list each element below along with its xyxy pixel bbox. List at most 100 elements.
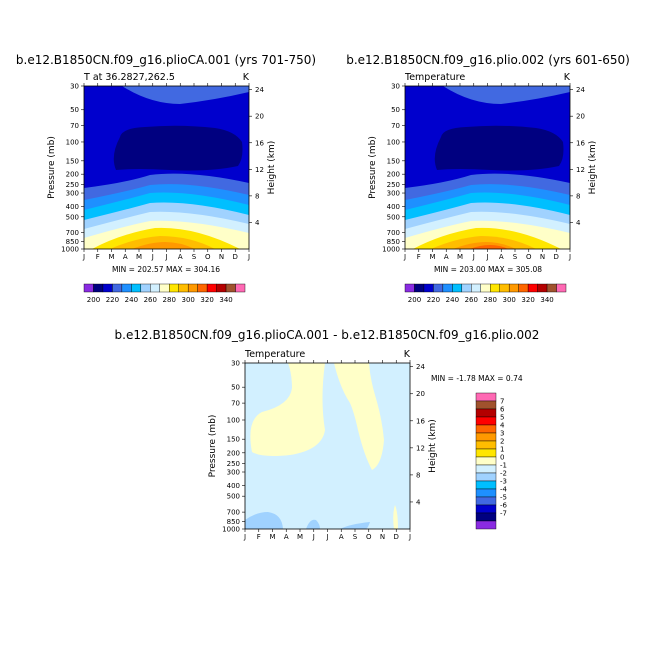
colorbar-swatch — [83, 283, 94, 293]
x-tick-label: J — [82, 253, 85, 261]
y-tick-label: 300 — [387, 190, 400, 198]
contour-band-neg1-to-neg2-a — [245, 512, 283, 529]
x-tick-label: D — [554, 253, 559, 261]
contour-band-300 — [132, 242, 195, 249]
colorbar-swatch — [475, 472, 497, 482]
y-right-tick-label: 16 — [576, 139, 585, 147]
colorbar-swatch — [475, 488, 497, 498]
colorbar-swatch — [527, 283, 538, 293]
colorbar-swatch — [480, 283, 491, 293]
contour-band-230-top — [443, 86, 570, 104]
y-tick-label: 700 — [227, 509, 240, 517]
x-tick-label: O — [366, 533, 372, 541]
colorbar-label: 300 — [502, 296, 515, 304]
panel-1-contour-field — [84, 86, 249, 249]
y-right-tick-label: 24 — [576, 86, 585, 94]
panel-3-units: K — [404, 349, 411, 360]
panel-1-subtitle-left: T at 36.2827,262.5 — [83, 72, 175, 83]
colorbar-label: 340 — [219, 296, 232, 304]
x-tick-label: S — [192, 253, 197, 261]
colorbar-swatch — [225, 283, 236, 293]
colorbar-label: -3 — [500, 478, 507, 486]
x-tick-label: M — [429, 253, 435, 261]
colorbar-label: -1 — [500, 462, 507, 470]
y-tick-label: 200 — [66, 171, 79, 179]
colorbar-swatch — [508, 283, 519, 293]
colorbar-swatch — [471, 283, 481, 293]
colorbar-label: -4 — [500, 486, 508, 494]
panel-3-title: b.e12.B1850CN.f09_g16.plioCA.001 - b.e12… — [115, 328, 540, 342]
y-right-tick-label: 4 — [416, 498, 421, 506]
x-tick-label: J — [472, 253, 475, 261]
x-tick-label: J — [408, 533, 411, 541]
colorbar-label: 320 — [200, 296, 213, 304]
x-tick-label: J — [485, 253, 488, 261]
x-tick-label: F — [96, 253, 100, 261]
x-tick-label: A — [123, 253, 128, 261]
colorbar-label: 240 — [446, 296, 459, 304]
panel-2-axes: J F M A M J J A S O N D J305070100150200250300400500… — [368, 83, 598, 262]
x-tick-label: A — [444, 253, 449, 261]
panel-2-subtitle-left: Temperature — [404, 72, 465, 83]
y-right-axis-label: Height (km) — [588, 141, 598, 195]
colorbar-label: 220 — [106, 296, 119, 304]
colorbar-swatch — [475, 464, 497, 474]
x-tick-label: O — [526, 253, 532, 261]
x-tick-label: A — [339, 533, 344, 541]
colorbar-label: 200 — [87, 296, 100, 304]
colorbar-swatch — [475, 392, 497, 402]
x-tick-label: J — [568, 253, 571, 261]
y-tick-label: 30 — [70, 83, 79, 91]
panel-3-axes: J F M A M J J A S O N D J305070100150200250300400500… — [208, 360, 438, 542]
y-tick-label: 50 — [391, 106, 400, 114]
x-tick-label: M — [297, 533, 303, 541]
colorbar-swatch — [475, 480, 497, 490]
y-right-tick-label: 4 — [255, 219, 260, 227]
y-tick-label: 500 — [66, 213, 79, 221]
y-tick-label: 50 — [231, 384, 240, 392]
panel-2-colorbar: 200 220 240 260 280 300 320 340 — [404, 283, 567, 304]
y-right-tick-label: 16 — [416, 417, 425, 425]
y-right-tick-label: 12 — [416, 444, 425, 452]
colorbar-swatch — [131, 283, 142, 293]
colorbar-swatch — [235, 283, 246, 293]
x-tick-label: J — [403, 253, 406, 261]
colorbar-label: 280 — [163, 296, 176, 304]
colorbar-swatch — [216, 283, 227, 293]
x-tick-label: S — [353, 533, 358, 541]
colorbar-label: 1 — [500, 446, 504, 454]
y-right-tick-label: 8 — [576, 192, 580, 200]
x-tick-label: M — [457, 253, 463, 261]
y-tick-label: 200 — [387, 171, 400, 179]
colorbar-swatch — [197, 283, 208, 293]
x-tick-label: J — [325, 533, 328, 541]
y-right-tick-label: 24 — [416, 363, 425, 371]
y-right-tick-label: 20 — [416, 390, 425, 398]
colorbar-swatch — [169, 283, 179, 293]
x-tick-label: A — [178, 253, 183, 261]
colorbar-swatch — [140, 283, 151, 293]
y-tick-label: 400 — [227, 482, 240, 490]
colorbar-label: -5 — [500, 494, 507, 502]
y-tick-label: 100 — [227, 416, 240, 424]
x-tick-label: J — [312, 533, 315, 541]
y-tick-label: 100 — [66, 138, 79, 146]
y-tick-label: 250 — [227, 460, 240, 468]
panel-1-units: K — [243, 72, 250, 83]
y-tick-label: 250 — [387, 181, 400, 189]
y-tick-label: 850 — [227, 518, 240, 526]
colorbar-label: 3 — [500, 430, 504, 438]
panel-2-min-max: MIN = 203.00 MAX = 305.08 — [434, 265, 542, 274]
y-tick-label: 700 — [66, 229, 79, 237]
y-tick-label: 150 — [227, 436, 240, 444]
colorbar-label: 220 — [427, 296, 440, 304]
colorbar-label: -7 — [500, 510, 507, 518]
colorbar-swatch — [490, 283, 500, 293]
colorbar-swatch — [475, 520, 497, 530]
panel-3-min-max: MIN = -1.78 MAX = 0.74 — [431, 374, 523, 383]
colorbar-label: 320 — [521, 296, 534, 304]
colorbar-swatch — [150, 283, 160, 293]
colorbar-swatch — [556, 283, 567, 293]
y-tick-label: 150 — [66, 157, 79, 165]
